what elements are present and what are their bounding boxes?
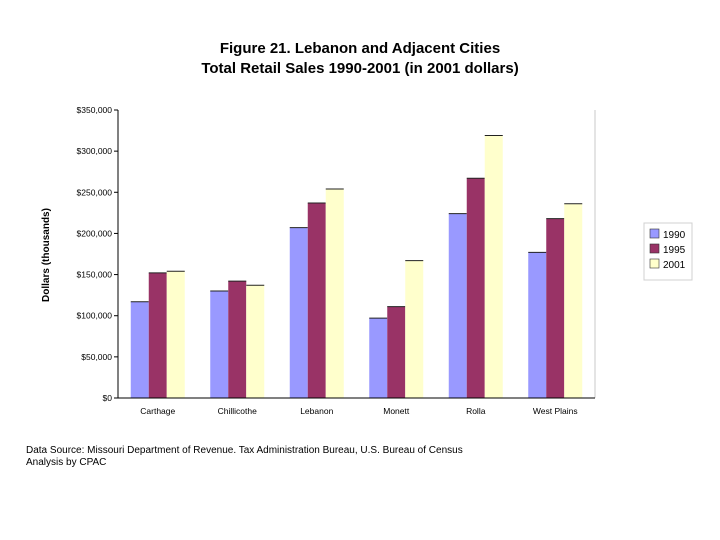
bar-2001-rolla: [484, 135, 503, 398]
legend-swatch-2001: [649, 258, 660, 269]
y-tick-label: $300,000: [77, 146, 113, 156]
x-tick-label: Chillicothe: [218, 406, 257, 416]
bar-1990-rolla: [448, 213, 467, 398]
bar-1990-west-plains: [528, 252, 547, 398]
legend-swatch-1995: [649, 243, 660, 254]
bar-1995-carthage: [148, 272, 167, 398]
bar-1990-lebanon: [289, 227, 308, 398]
analysis-note: Analysis by CPAC: [26, 457, 107, 468]
y-tick-label: $50,000: [81, 352, 112, 362]
bar-1995-monett: [387, 306, 406, 398]
legend-swatch-1990: [649, 228, 660, 239]
x-axis: Carthage Chillicothe Lebanon Monett Rolla Wes…: [118, 397, 595, 416]
bar-1995-chillicothe: [228, 281, 247, 398]
x-tick-label: Lebanon: [300, 406, 333, 416]
bars: [130, 135, 583, 398]
y-tick-label: $150,000: [77, 270, 113, 280]
x-tick-label: Rolla: [466, 406, 486, 416]
legend-label-1990: 1990: [663, 230, 686, 241]
y-tick-label: $250,000: [77, 187, 113, 197]
bar-2001-west-plains: [564, 203, 583, 398]
y-tick-label: $100,000: [77, 311, 113, 321]
y-tick-label: $0: [103, 393, 113, 403]
bar-1995-rolla: [466, 178, 485, 398]
y-axis-label: Dollars (thousands): [41, 208, 52, 302]
bar-1995-west-plains: [546, 218, 565, 398]
bar-1990-carthage: [130, 301, 149, 398]
y-tick-label: $350,000: [77, 105, 113, 115]
legend-label-2001: 2001: [663, 260, 686, 271]
x-tick-label: West Plains: [533, 406, 578, 416]
legend-label-1995: 1995: [663, 245, 686, 256]
y-axis: $0 $50,000 $100,000 $150,000 $200,000 $250,00…: [77, 105, 119, 403]
y-tick-label: $200,000: [77, 228, 113, 238]
chart-title: Figure 21. Lebanon and Adjacent Cities: [219, 40, 501, 57]
chart-subtitle: Total Retail Sales 1990-2001 (in 2001 do…: [201, 60, 519, 77]
legend: 1990 1995 2001: [643, 222, 693, 281]
x-tick-label: Monett: [383, 406, 410, 416]
bar-2001-lebanon: [325, 188, 344, 398]
bar-1990-monett: [369, 318, 388, 398]
x-tick-label: Carthage: [140, 406, 175, 416]
bar-2001-monett: [405, 260, 424, 398]
bar-1990-chillicothe: [210, 291, 229, 398]
data-source-note: Data Source: Missouri Department of Reve…: [26, 445, 463, 456]
bar-2001-carthage: [166, 271, 185, 398]
bar-2001-chillicothe: [246, 285, 265, 398]
bar-1995-lebanon: [307, 202, 326, 398]
